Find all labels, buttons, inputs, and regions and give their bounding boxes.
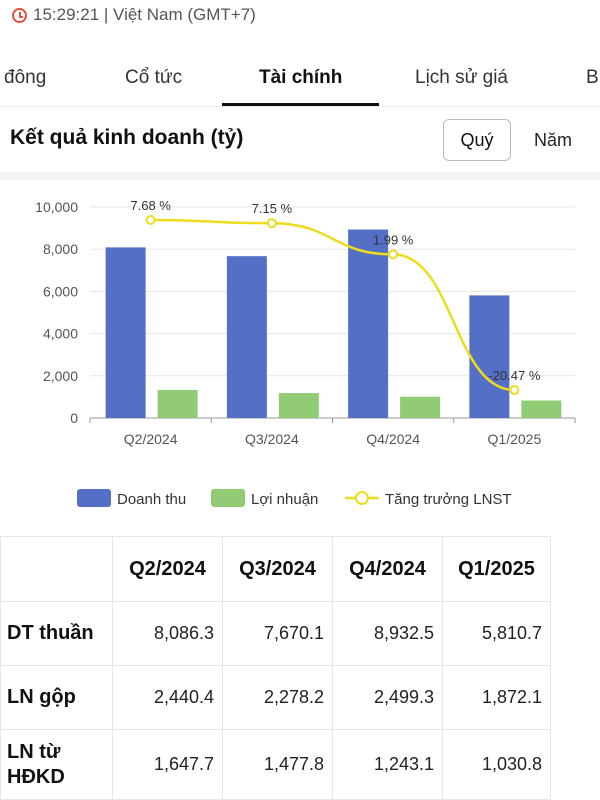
tab-bar: đông Cổ tức Tài chính Lịch sử giá B (0, 48, 600, 108)
growth-point (266, 218, 277, 229)
section-separator (0, 172, 600, 180)
year-toggle-button[interactable]: Năm (533, 129, 572, 150)
table-cell: 1,647.7 (112, 729, 223, 800)
y-tick-label: 6,000 (43, 283, 78, 299)
tab-lich-su-gia[interactable]: Lịch sử giá (415, 67, 508, 88)
table-header-row: Q2/2024 Q3/2024 Q4/2024 Q1/2025 (0, 536, 551, 602)
growth-data-label: 1.99 % (373, 232, 414, 247)
growth-data-label: 7.15 % (252, 201, 293, 216)
table-cell: 2,278.2 (222, 665, 333, 730)
table-header-cell: Q2/2024 (112, 536, 223, 602)
clock-icon (12, 7, 27, 23)
legend-growth-marker (355, 491, 369, 505)
x-tick-label: Q4/2024 (366, 431, 420, 447)
table-header-cell: Q3/2024 (222, 536, 333, 602)
table-cell: 2,440.4 (112, 665, 223, 730)
table-cell: 5,810.7 (442, 601, 551, 666)
y-tick-label: 4,000 (43, 326, 78, 342)
legend-revenue-label: Doanh thu (117, 491, 186, 508)
growth-point (509, 385, 520, 395)
y-tick-label: 8,000 (43, 241, 78, 257)
status-time: 15:29:21 | Việt Nam (GMT+7) (33, 5, 256, 24)
revenue-bar (469, 295, 510, 418)
y-tick-label: 2,000 (43, 368, 78, 384)
growth-point (145, 215, 156, 225)
active-tab-indicator (222, 103, 379, 106)
x-tick-label: Q1/2025 (488, 431, 542, 447)
table-header-cell (0, 536, 113, 602)
row-label: DT thuần (0, 601, 113, 666)
profit-bar (278, 393, 319, 418)
row-label: LN gộp (0, 665, 113, 730)
profit-bar (157, 389, 198, 418)
section-header: Kết quả kinh doanh (tỷ) Quý Năm (0, 108, 600, 172)
profit-bar (521, 400, 562, 418)
table-cell: 1,872.1 (442, 665, 551, 730)
legend-revenue-swatch (77, 489, 111, 507)
y-tick-label: 10,000 (35, 199, 78, 215)
tab-next[interactable]: B (586, 67, 599, 88)
x-tick-label: Q2/2024 (124, 431, 178, 447)
table-row: LN gộp 2,440.4 2,278.2 2,499.3 1,872.1 (0, 665, 551, 730)
status-bar: 15:29:21 | Việt Nam (GMT+7) (0, 0, 600, 30)
row-label: LN từ HĐKD (0, 729, 113, 800)
financial-table: Q2/2024 Q3/2024 Q4/2024 Q1/2025 DT thuần… (0, 536, 551, 800)
table-row: DT thuần 8,086.3 7,670.1 8,932.5 5,810.7 (0, 601, 551, 666)
table-header-cell: Q4/2024 (332, 536, 443, 602)
legend-growth-label: Tăng trưởng LNST (385, 491, 512, 508)
table-cell: 8,086.3 (112, 601, 223, 666)
x-tick-label: Q3/2024 (245, 431, 299, 447)
growth-line (150, 218, 515, 392)
tab-tai-chinh[interactable]: Tài chính (259, 67, 343, 88)
table-row: LN từ HĐKD 1,647.7 1,477.8 1,243.1 1,030… (0, 729, 551, 800)
growth-point (388, 249, 399, 260)
profit-bar (400, 396, 441, 418)
business-results-chart: 10,000 8,000 6,000 4,000 2,000 0 Q2/2024 Q3/202… (35, 198, 576, 508)
growth-data-label: 7.68 % (130, 198, 171, 213)
revenue-bar (348, 229, 389, 418)
table-cell: 7,670.1 (222, 601, 333, 666)
growth-data-label: -20.47 % (488, 368, 540, 383)
y-tick-label: 0 (70, 410, 78, 426)
revenue-bar (105, 247, 146, 418)
revenue-bar (226, 256, 267, 418)
table-cell: 1,243.1 (332, 729, 443, 800)
table-cell: 2,499.3 (332, 665, 443, 730)
tab-divider (0, 106, 600, 107)
legend-profit-swatch (211, 489, 245, 507)
section-title: Kết quả kinh doanh (tỷ) (10, 126, 244, 149)
tab-co-tuc[interactable]: Cổ tức (125, 67, 183, 88)
tab-co-dong[interactable]: đông (4, 67, 47, 88)
table-cell: 8,932.5 (332, 601, 443, 666)
quarter-toggle-button[interactable]: Quý (443, 119, 511, 161)
table-cell: 1,477.8 (222, 729, 333, 800)
table-cell: 1,030.8 (442, 729, 551, 800)
table-header-cell: Q1/2025 (442, 536, 551, 602)
legend-profit-label: Lợi nhuận (251, 491, 318, 508)
